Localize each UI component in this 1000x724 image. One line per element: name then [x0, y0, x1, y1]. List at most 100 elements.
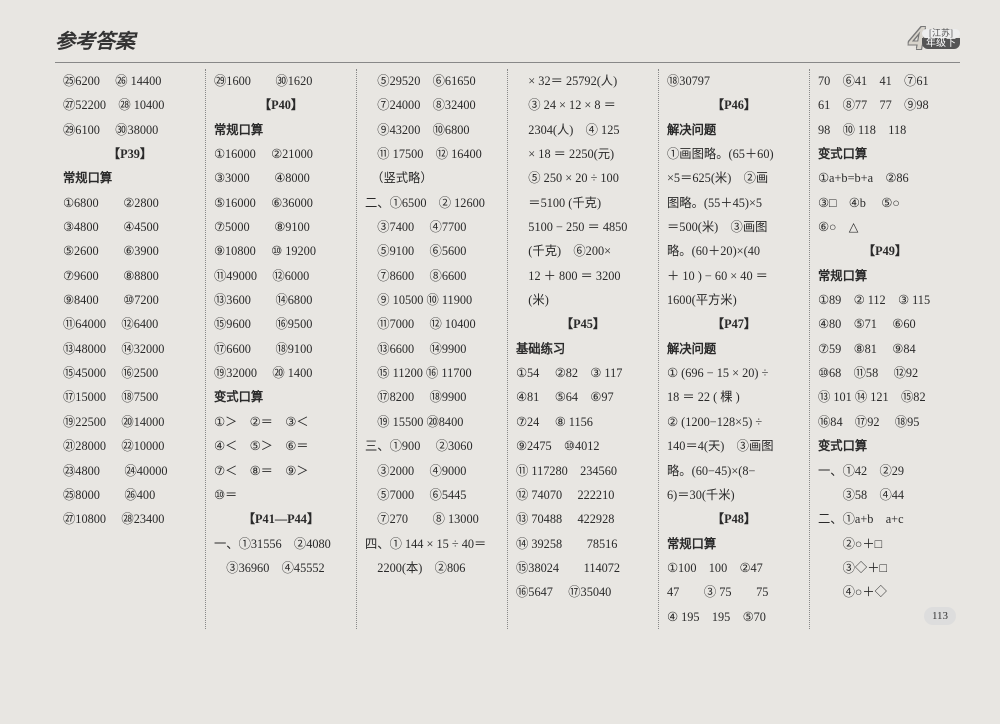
answer-line: ⑨ 10500 ⑩ 11900	[365, 288, 499, 312]
answer-line: ㉑28000 ㉒10000	[63, 434, 197, 458]
answer-line: 47 ③ 75 75	[667, 580, 801, 604]
answer-line: ⑯5647 ⑰35040	[516, 580, 650, 604]
answer-line: ⑬6600 ⑭9900	[365, 337, 499, 361]
answer-line: ＝500(米) ③画图	[667, 215, 801, 239]
answer-line: ①a+b=b+a ②86	[818, 166, 952, 190]
answer-line: 略。(60＋20)×(40	[667, 239, 801, 263]
answer-line: ③ 24 × 12 × 8 ＝	[516, 93, 650, 117]
answer-line: ① (696 − 15 × 20) ÷	[667, 361, 801, 385]
answer-line: ⑯84 ⑰92 ⑱95	[818, 410, 952, 434]
answer-line: ⑭ 39258 78516	[516, 532, 650, 556]
answer-line: ⑮9600 ⑯9500	[214, 312, 348, 336]
answer-line: ㉙6100 ㉚38000	[63, 118, 197, 142]
answer-line: ⑦9600 ⑧8800	[63, 264, 197, 288]
answer-line: ⑨43200 ⑩6800	[365, 118, 499, 142]
answer-line: (米)	[516, 288, 650, 312]
answer-line: ③◇＋□	[818, 556, 952, 580]
answer-line: 2200(本) ②806	[365, 556, 499, 580]
answer-line: ⑬3600 ⑭6800	[214, 288, 348, 312]
answer-line: ④81 ⑤64 ⑥97	[516, 385, 650, 409]
answer-line: ⑪ 117280 234560	[516, 459, 650, 483]
answer-line: ⑱30797	[667, 69, 801, 93]
answer-line: ㉗10800 ㉘23400	[63, 507, 197, 531]
column-5: ⑱30797【P46】解决问题①画图略。(65＋60)×5＝625(米) ②画图…	[659, 69, 810, 629]
grade-badge: 4 [江苏] 年级下	[909, 20, 960, 58]
section-heading: 【P41—P44】	[214, 507, 348, 531]
answer-line: ⑦59 ⑧81 ⑨84	[818, 337, 952, 361]
answer-line: 二、①a+b a+c	[818, 507, 952, 531]
answer-line: ⑤16000 ⑥36000	[214, 191, 348, 215]
answer-line: 三、①900 ②3060	[365, 434, 499, 458]
answer-line: ⑤9100 ⑥5600	[365, 239, 499, 263]
answer-line: ⑤2600 ⑥3900	[63, 239, 197, 263]
answer-line: 12 ＋ 800 ＝ 3200	[516, 264, 650, 288]
answer-line: 略。(60−45)×(8−	[667, 459, 801, 483]
sub-heading: 变式口算	[214, 385, 348, 409]
answer-line: ⑫ 74070 222210	[516, 483, 650, 507]
answer-line: ㉕8000 ㉖400	[63, 483, 197, 507]
column-3: ⑤29520 ⑥61650 ⑦24000 ⑧32400 ⑨43200 ⑩6800…	[357, 69, 508, 629]
sub-heading: 变式口算	[818, 434, 952, 458]
answer-line: ⑪ 17500 ⑫ 16400	[365, 142, 499, 166]
answer-line: ③36960 ④45552	[214, 556, 348, 580]
section-heading: 【P45】	[516, 312, 650, 336]
sub-heading: 常规口算	[63, 166, 197, 190]
answer-line: 图略。(55＋45)×5	[667, 191, 801, 215]
answer-line: ①画图略。(65＋60)	[667, 142, 801, 166]
answer-line: 5100 − 250 ＝ 4850	[516, 215, 650, 239]
section-heading: 【P47】	[667, 312, 801, 336]
answer-line: ㉕6200 ㉖ 14400	[63, 69, 197, 93]
answer-line: ③4800 ④4500	[63, 215, 197, 239]
answer-line: 一、①31556 ②4080	[214, 532, 348, 556]
answer-line: ⑨10800 ⑩ 19200	[214, 239, 348, 263]
answer-line: 6)＝30(千米)	[667, 483, 801, 507]
answer-line: 1600(平方米)	[667, 288, 801, 312]
answer-line: ①6800 ②2800	[63, 191, 197, 215]
answer-line: ⑮45000 ⑯2500	[63, 361, 197, 385]
answer-line: ⑪7000 ⑫ 10400	[365, 312, 499, 336]
answer-line: ⑲32000 ⑳ 1400	[214, 361, 348, 385]
answer-line: ⑩＝	[214, 483, 348, 507]
page-header: 参考答案 4 [江苏] 年级下	[55, 20, 960, 63]
answer-line: ⑪49000 ⑫6000	[214, 264, 348, 288]
sub-heading: 解决问题	[667, 118, 801, 142]
answer-line: ③□ ④b ⑤○	[818, 191, 952, 215]
answer-line: ⑰15000 ⑱7500	[63, 385, 197, 409]
answer-line: ⑮38024 114072	[516, 556, 650, 580]
answer-line: ⑦24 ⑧ 1156	[516, 410, 650, 434]
answer-line: 61 ⑧77 77 ⑨98	[818, 93, 952, 117]
grade-level: 年级下	[922, 38, 960, 49]
answer-line: 70 ⑥41 41 ⑦61	[818, 69, 952, 93]
answer-line: 2304(人) ④ 125	[516, 118, 650, 142]
sub-heading: 变式口算	[818, 142, 952, 166]
answer-line: ③2000 ④9000	[365, 459, 499, 483]
answer-line: 140＝4(天) ③画图	[667, 434, 801, 458]
answer-line: ＝5100 (千克)	[516, 191, 650, 215]
answer-line: ② (1200−128×5) ÷	[667, 410, 801, 434]
answer-line: ①54 ②82 ③ 117	[516, 361, 650, 385]
answer-line: ⑥○ △	[818, 215, 952, 239]
answer-line: 18 ＝ 22 ( 棵 )	[667, 385, 801, 409]
section-heading: 【P48】	[667, 507, 801, 531]
answer-line: ④ 195 195 ⑤70	[667, 605, 801, 629]
answer-line: × 18 ＝ 2250(元)	[516, 142, 650, 166]
answer-line: ⑨2475 ⑩4012	[516, 434, 650, 458]
answer-line: ⑬ 70488 422928	[516, 507, 650, 531]
grade-region: [江苏]	[922, 29, 960, 39]
section-heading: 【P39】	[63, 142, 197, 166]
answer-line: × 32＝ 25792(人)	[516, 69, 650, 93]
grade-text: [江苏] 年级下	[922, 29, 960, 50]
answer-line: ①89 ② 112 ③ 115	[818, 288, 952, 312]
sub-heading: 常规口算	[818, 264, 952, 288]
sub-heading: 常规口算	[214, 118, 348, 142]
answer-line: ⑤29520 ⑥61650	[365, 69, 499, 93]
answer-line: （竖式略）	[365, 166, 499, 190]
answer-line: ⑦24000 ⑧32400	[365, 93, 499, 117]
page-title: 参考答案	[55, 25, 135, 54]
section-heading: 【P49】	[818, 239, 952, 263]
content-columns: ㉕6200 ㉖ 14400㉗52200 ㉘ 10400㉙6100 ㉚38000【…	[55, 69, 960, 629]
answer-line: ⑩68 ⑪58 ⑫92	[818, 361, 952, 385]
answer-line: 一、①42 ②29	[818, 459, 952, 483]
answer-line: ①16000 ②21000	[214, 142, 348, 166]
answer-line: ⑰6600 ⑱9100	[214, 337, 348, 361]
